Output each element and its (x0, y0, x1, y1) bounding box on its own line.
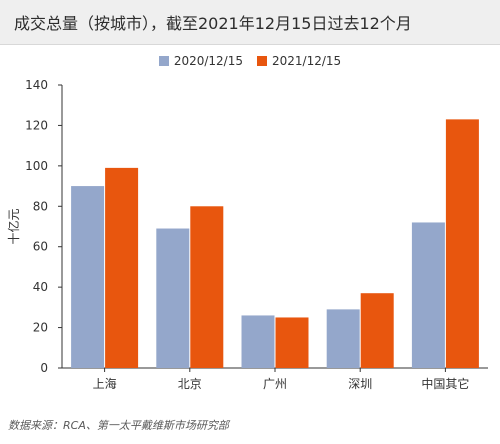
y-axis-label: 十亿元 (6, 208, 21, 244)
y-tick-label: 20 (33, 321, 48, 335)
x-tick-label: 中国其它 (421, 376, 469, 391)
legend-label-series-1: 2020/12/15 (173, 54, 243, 68)
x-tick-label: 北京 (178, 377, 202, 391)
legend-label-series-2: 2021/12/15 (272, 54, 342, 68)
legend-item-series-2: 2021/12/15 (257, 54, 341, 68)
bar-series-2-4 (360, 293, 394, 368)
chart-title: 成交总量（按城市），截至2021年12月15日过去12个月 (14, 14, 412, 33)
bar-series-1-1 (71, 186, 105, 368)
y-tick-label: 0 (40, 361, 48, 375)
bar-series-1-5 (411, 222, 445, 368)
y-tick-label: 60 (33, 240, 48, 254)
y-tick-label: 80 (33, 199, 48, 213)
bar-series-1-2 (156, 228, 190, 368)
title-band: 成交总量（按城市），截至2021年12月15日过去12个月 (0, 0, 500, 45)
x-tick-label: 深圳 (348, 377, 372, 391)
legend-swatch-series-2 (257, 56, 267, 66)
y-tick-label: 100 (25, 159, 48, 173)
data-source-note: 数据来源：RCA、第一太平戴维斯市场研究部 (8, 419, 229, 432)
bar-series-1-4 (326, 309, 360, 368)
bar-series-2-3 (275, 317, 309, 368)
legend: 2020/12/15 2021/12/15 (0, 54, 500, 68)
bar-series-2-2 (190, 206, 224, 368)
bar-series-1-3 (241, 315, 275, 368)
y-tick-label: 40 (33, 280, 48, 294)
y-tick-label: 120 (25, 118, 48, 132)
x-tick-label: 上海 (93, 376, 117, 391)
x-tick-label: 广州 (263, 377, 287, 391)
legend-swatch-series-1 (158, 56, 169, 66)
y-tick-label: 140 (25, 78, 48, 92)
bar-series-2-1 (105, 167, 139, 368)
legend-item-series-1: 2020/12/15 (158, 54, 243, 68)
bar-series-2-5 (445, 119, 479, 368)
